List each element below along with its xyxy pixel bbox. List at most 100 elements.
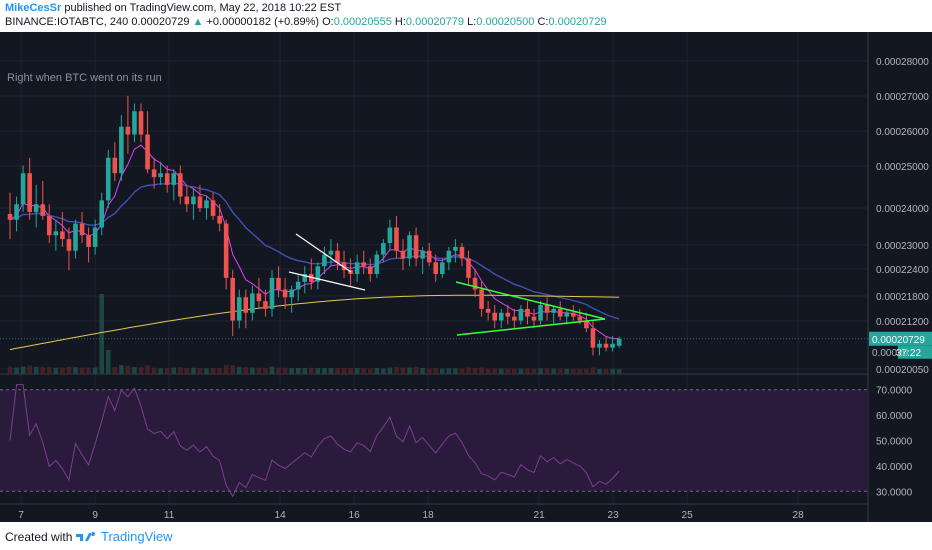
candle-body	[223, 223, 229, 278]
volume-bar	[407, 367, 412, 374]
price-chart[interactable]: Right when BTC went on its run 0.0002800…	[0, 32, 932, 522]
candle-body	[426, 250, 432, 263]
candle-body	[564, 312, 570, 317]
candle-body	[236, 297, 242, 321]
price-tick-label: 0.00020050	[876, 365, 929, 376]
volume-bar	[197, 368, 203, 374]
volume-bar	[119, 365, 124, 374]
candle-body	[420, 250, 425, 259]
countdown-label: 37:22	[896, 348, 921, 359]
candle-body	[145, 134, 150, 170]
rsi-band	[0, 389, 868, 492]
volume-bar	[33, 366, 39, 374]
candle-body	[171, 173, 177, 185]
volume-bar	[99, 294, 104, 374]
time-tick-label: 11	[164, 510, 175, 521]
change-arrow-icon: ▲	[192, 16, 204, 28]
rsi-line	[9, 384, 620, 498]
volume-bar	[544, 368, 550, 374]
candle-body	[276, 277, 281, 290]
candle-body	[446, 250, 452, 263]
volume-bar	[538, 368, 543, 374]
volume-bar	[459, 368, 465, 374]
volume-bar	[387, 367, 393, 374]
candle-body	[125, 126, 131, 135]
axes: 0.00028000 0.00027000 0.00026000 0.00025000…	[0, 57, 932, 521]
flag-lower-line	[288, 271, 366, 291]
candles	[7, 95, 622, 356]
candle-body	[132, 111, 137, 135]
candle-body	[269, 277, 275, 309]
volume-bar	[236, 367, 242, 374]
candle-body	[73, 223, 78, 251]
candle-body	[322, 254, 327, 267]
volume-bar	[250, 367, 255, 374]
price-tick-label: 0.00025000	[876, 162, 929, 173]
pre-tag-label: 0.00020	[872, 348, 909, 359]
open-label: O:	[322, 16, 334, 28]
candle-body	[60, 231, 65, 240]
price-tick-label: 0.00026000	[876, 127, 929, 138]
candle-body	[282, 289, 288, 298]
price-tick-label: 0.00028000	[876, 57, 929, 68]
volume-bar	[597, 368, 602, 374]
candle-body	[14, 204, 19, 220]
created-with-text: Created with	[5, 530, 73, 544]
candle-body	[164, 173, 170, 185]
time-tick-label: 7	[18, 510, 24, 521]
volume-bar	[328, 368, 334, 374]
volume-bar	[282, 367, 288, 374]
volume-bar	[341, 368, 347, 374]
volume-bar	[256, 367, 262, 374]
candle-body	[99, 200, 104, 228]
trend-annotations	[288, 233, 606, 336]
username-link[interactable]: MikeCesSr	[5, 2, 62, 14]
price-tick-label: 0.00024000	[876, 204, 929, 215]
candle-body	[394, 227, 399, 251]
volume-bar	[92, 367, 98, 374]
volume-bar	[171, 367, 177, 374]
rsi-tick-label: 40.0000	[876, 462, 913, 473]
rsi-indicator	[0, 384, 868, 498]
volume-bar	[466, 367, 471, 374]
volume-bar	[616, 369, 622, 374]
candle-body	[584, 320, 589, 329]
candle-body	[498, 312, 504, 321]
volume-bar	[498, 368, 504, 374]
volume-bar	[138, 367, 144, 374]
ema-slow-line	[9, 294, 620, 351]
last-price-tag	[869, 331, 932, 346]
volume-bar	[505, 368, 511, 374]
candle-body	[40, 204, 46, 216]
candle-body	[210, 200, 216, 216]
flag-upper-line	[295, 233, 352, 273]
volume-bar	[210, 368, 216, 374]
volume-bar	[263, 368, 268, 374]
candle-body	[512, 316, 517, 321]
volume-bars	[7, 294, 622, 374]
volume-bar	[269, 366, 275, 374]
volume-bar	[381, 368, 386, 374]
volume-bar	[112, 367, 118, 374]
volume-bar	[191, 367, 196, 374]
candle-body	[184, 196, 190, 205]
high-value: 0.00020779	[405, 16, 465, 28]
close-label: C:	[537, 16, 549, 28]
volume-bar	[492, 368, 497, 374]
volume-bar	[105, 350, 111, 374]
candle-body	[518, 308, 524, 321]
candle-body	[79, 223, 85, 236]
candle-body	[20, 173, 26, 205]
volume-bar	[14, 367, 19, 374]
volume-bar	[27, 365, 32, 374]
wedge-lower-line	[456, 318, 606, 336]
volume-bar	[20, 366, 26, 374]
volume-bar	[79, 367, 85, 374]
candle-body	[230, 277, 235, 321]
volume-bar	[348, 368, 353, 374]
candle-body	[158, 173, 163, 178]
candle-body	[492, 312, 497, 321]
time-tick-label: 16	[349, 510, 361, 521]
volume-bar	[367, 368, 373, 374]
tradingview-brand[interactable]: TradingView	[101, 529, 173, 544]
